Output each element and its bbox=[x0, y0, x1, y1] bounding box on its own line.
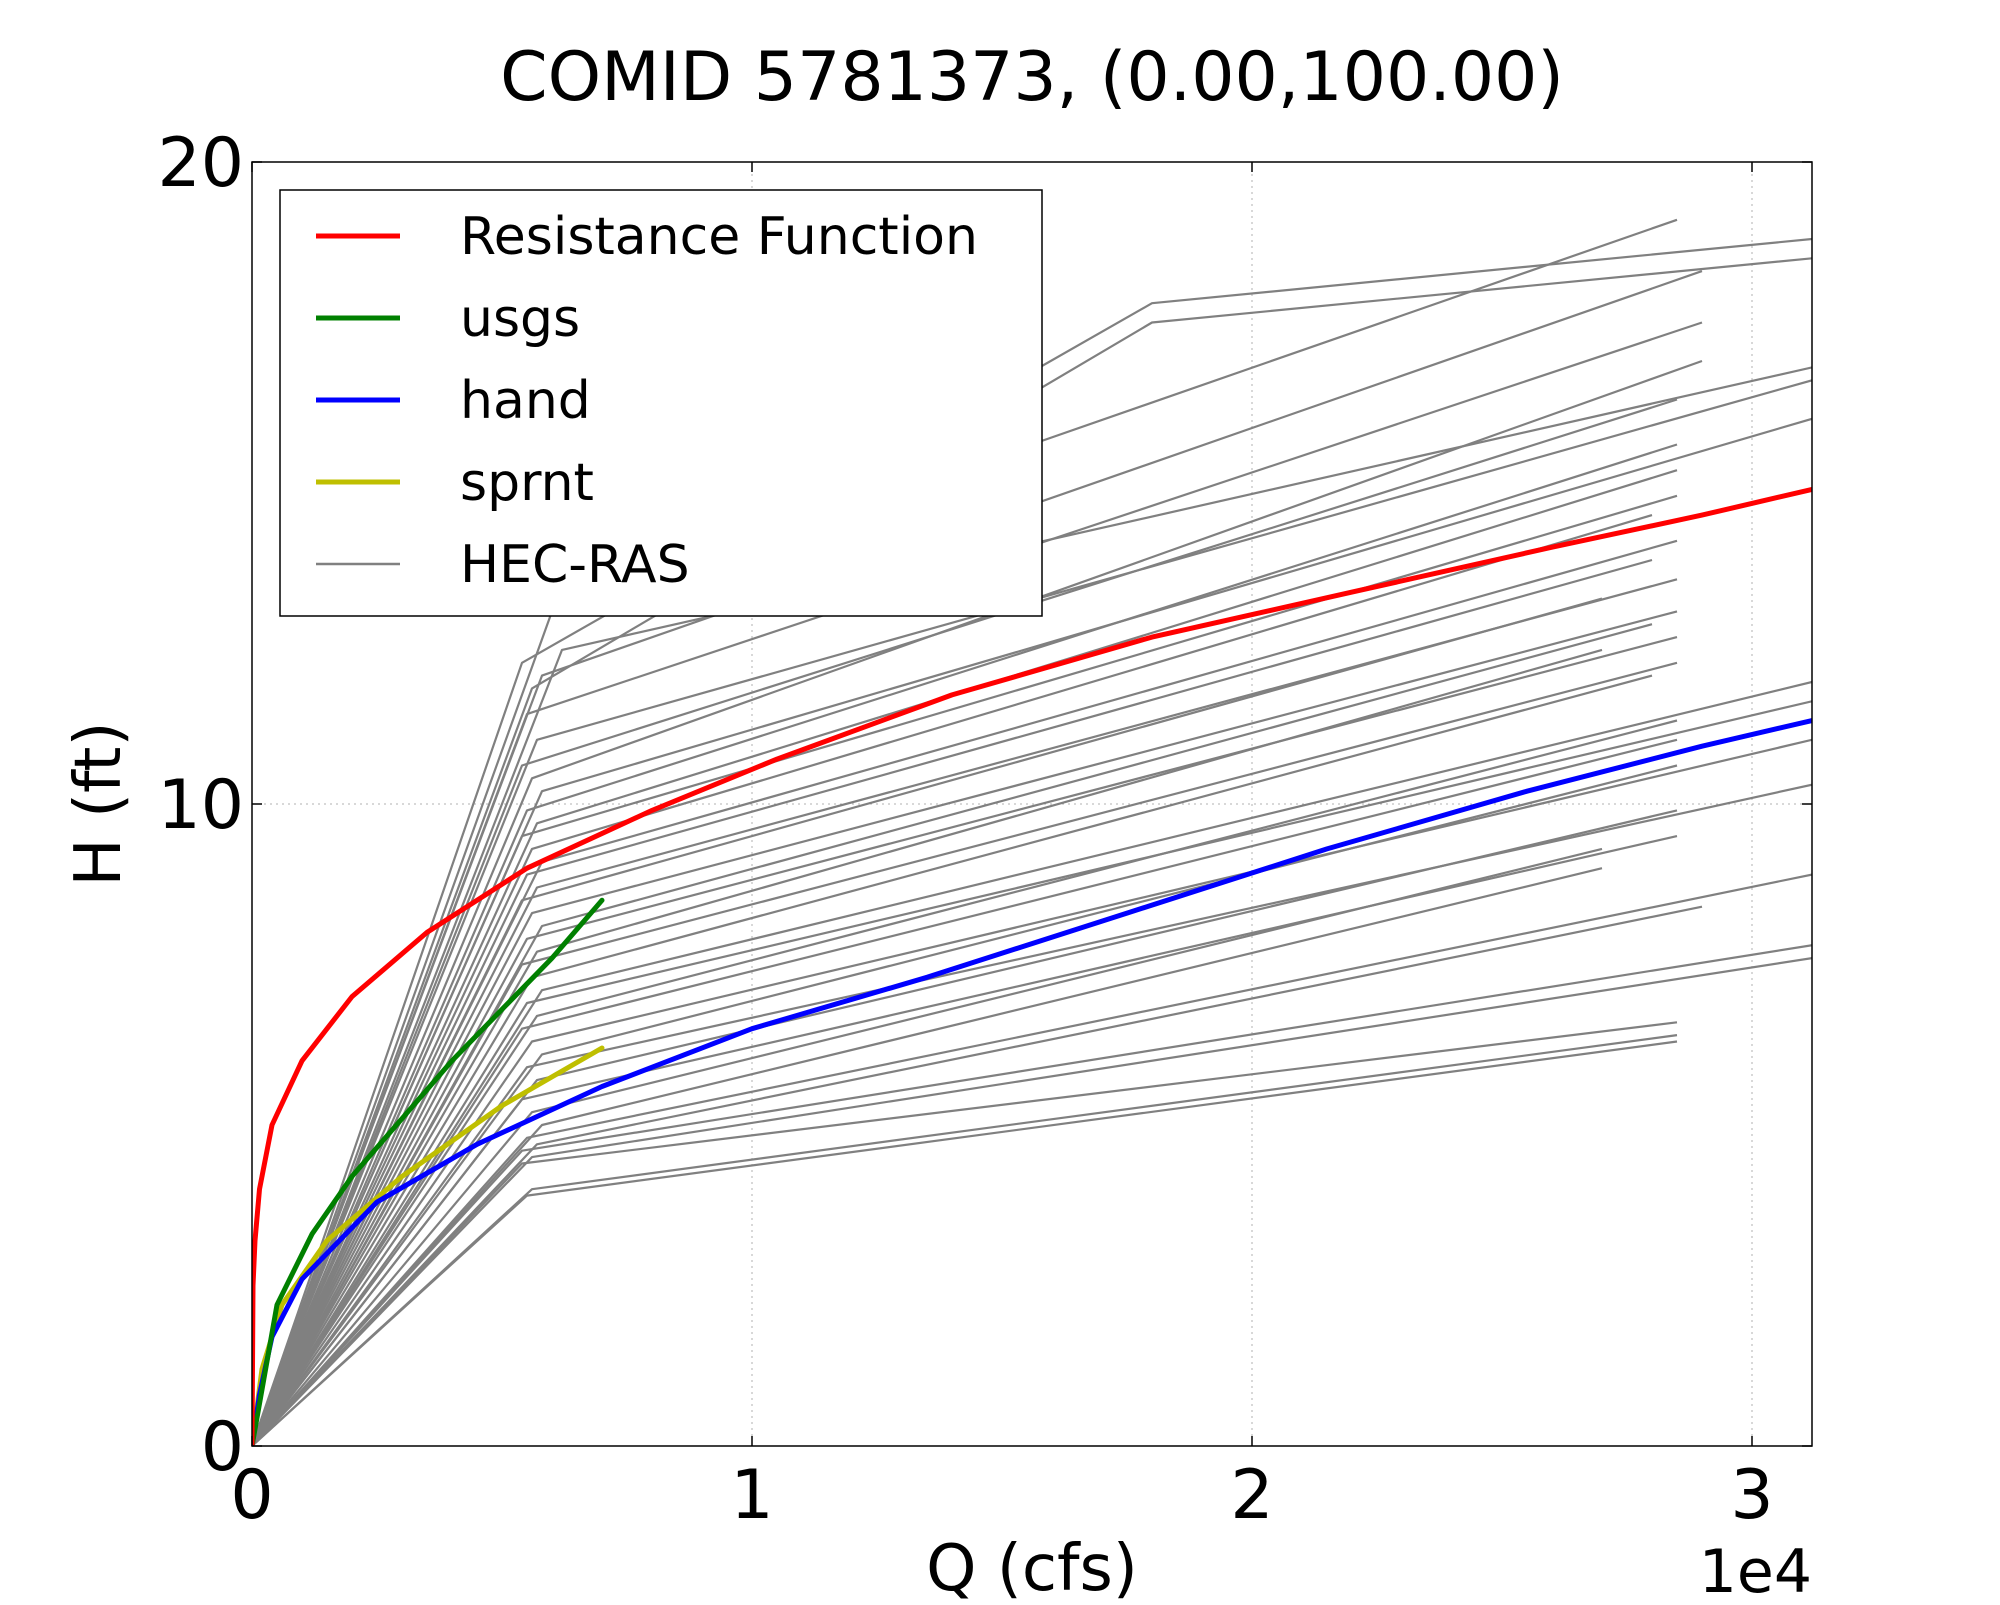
hecras-line bbox=[252, 366, 1812, 1446]
legend-label-usgs: usgs bbox=[460, 289, 580, 349]
hecras-line bbox=[252, 321, 1703, 1446]
series-lines bbox=[252, 486, 1812, 1446]
legend-label-resistance-function: Resistance Function bbox=[460, 207, 978, 267]
hecras-line bbox=[252, 398, 1678, 1446]
hecras-line bbox=[252, 719, 1678, 1446]
hecras-line bbox=[252, 835, 1678, 1446]
hecras-line bbox=[252, 469, 1678, 1446]
hecras-line bbox=[252, 514, 1653, 1446]
hecras-line bbox=[252, 610, 1678, 1446]
axis-ticks: 0 1 2 3 0 10 20 bbox=[157, 124, 1812, 1535]
legend-label-hec-ras: HEC-RAS bbox=[460, 535, 690, 595]
hecras-line bbox=[252, 764, 1678, 1446]
legend: Resistance Function usgs hand sprnt HEC-RAS bbox=[279, 189, 1043, 617]
x-axis-label: Q (cfs) bbox=[926, 1532, 1138, 1600]
hecras-line bbox=[252, 597, 1603, 1446]
y-axis-label: H (ft) bbox=[62, 722, 136, 887]
hecras-line bbox=[252, 944, 1812, 1446]
hecras-line bbox=[252, 1021, 1678, 1446]
x-tick-label: 2 bbox=[1230, 1456, 1273, 1535]
hecras-line bbox=[252, 873, 1812, 1446]
x-tick-label: 3 bbox=[1730, 1456, 1773, 1535]
hecras-line bbox=[252, 648, 1603, 1446]
y-tick-label: 10 bbox=[157, 766, 244, 845]
hecras-line bbox=[252, 494, 1678, 1446]
chart-title: COMID 5781373, (0.00,100.00) bbox=[500, 38, 1564, 117]
y-tick-label: 0 bbox=[201, 1408, 244, 1487]
x-axis-offset-label: 1e4 bbox=[1699, 1537, 1812, 1600]
series-line-hand bbox=[252, 718, 1812, 1446]
x-tick-label: 1 bbox=[730, 1456, 773, 1535]
x-tick-label: 0 bbox=[230, 1456, 273, 1535]
hecras-line bbox=[252, 847, 1603, 1446]
hecras-line bbox=[252, 379, 1812, 1446]
hecras-line bbox=[252, 661, 1678, 1446]
hecras-line bbox=[252, 738, 1678, 1446]
hecras-line bbox=[252, 1040, 1678, 1446]
legend-label-sprnt: sprnt bbox=[460, 453, 594, 513]
series-line-usgs bbox=[252, 897, 605, 1446]
series-line-resistance-function bbox=[252, 486, 1812, 1446]
series-line-sprnt bbox=[252, 1045, 605, 1446]
y-tick-label: 20 bbox=[157, 124, 244, 203]
hecras-line bbox=[252, 558, 1653, 1446]
legend-label-hand: hand bbox=[460, 371, 591, 431]
hecras-line bbox=[252, 578, 1678, 1446]
hecras-line bbox=[252, 700, 1812, 1446]
hecras-line bbox=[252, 680, 1812, 1446]
legend-box bbox=[279, 189, 1043, 617]
